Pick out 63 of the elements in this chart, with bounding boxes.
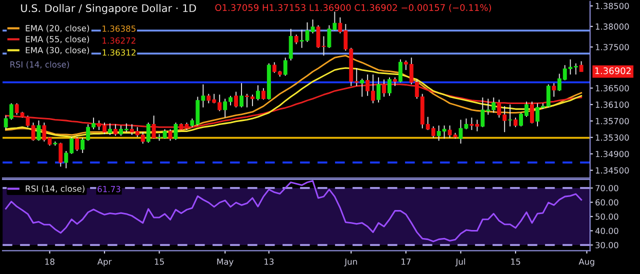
candlestick: [283, 57, 288, 76]
x-tick-label: Jul: [455, 258, 465, 266]
candlestick: [240, 82, 244, 108]
annotation: 1.36272: [102, 37, 136, 44]
candlestick: [36, 120, 41, 142]
y-tick-label: 1.38500: [596, 2, 629, 10]
annotation: 1.36385: [102, 25, 136, 32]
candlestick: [168, 128, 172, 142]
candlestick: [508, 104, 512, 127]
x-tick-label: Apr: [97, 258, 112, 266]
candlestick: [152, 115, 156, 140]
chart-subtitle: O1.37059 H1.37153 L1.36900 C1.36902 −0.00157 (−0.11%): [215, 4, 491, 12]
candlestick: [579, 60, 584, 72]
y-tick-label: 1.37500: [596, 44, 629, 50]
candlestick: [552, 82, 556, 98]
candlestick: [58, 142, 63, 168]
annotation: 1.36312: [102, 49, 136, 56]
candlestick: [261, 88, 266, 100]
y-tick-label: 60.00: [596, 199, 618, 206]
candlestick: [360, 78, 364, 98]
legend-label: EMA (30, close): [26, 46, 90, 54]
y-tick-label: 40.00: [595, 228, 618, 234]
candlestick: [108, 122, 112, 136]
chart-title: U.S. Dollar / Singapore Dollar · 1D: [21, 4, 196, 14]
annotation: 61.73: [98, 186, 120, 192]
candlestick: [514, 117, 518, 128]
line-series: [5, 180, 582, 242]
candlestick: [294, 34, 298, 45]
y-tick-label: 1.38000: [596, 23, 629, 30]
candlestick: [75, 136, 80, 152]
y-tick-label: 1.34900: [596, 150, 629, 158]
legend-label: EMA (55, close): [26, 36, 90, 44]
x-tick-label: Jun: [344, 258, 357, 266]
y-tick-label: 50.00: [596, 213, 618, 220]
y-tick-label: 1.36500: [596, 85, 629, 92]
candlestick: [174, 122, 178, 140]
annotation: 1.36902: [595, 67, 631, 74]
y-tick-label: 1.36100: [596, 102, 629, 108]
candlestick: [382, 78, 386, 98]
candlestick: [146, 122, 150, 144]
y-tick-label: 1.34500: [596, 167, 629, 174]
x-tick-label: Aug: [578, 258, 594, 266]
candlestick: [234, 91, 238, 108]
candlestick: [398, 58, 402, 83]
y-tick-label: 70.00: [596, 185, 618, 192]
candlestick: [256, 84, 260, 101]
annotation: RSI (14, close): [10, 61, 69, 69]
y-tick-label: 1.35700: [596, 118, 629, 124]
x-tick-label: 13: [264, 258, 274, 265]
x-tick-label: May: [217, 258, 234, 266]
candlestick: [388, 76, 392, 96]
legend-label: RSI (14, close): [26, 185, 84, 193]
y-tick-label: 30.00: [596, 242, 618, 248]
candlestick: [376, 76, 381, 103]
candlestick: [530, 101, 534, 124]
legend-label: EMA (20, close): [26, 24, 90, 32]
candlestick: [288, 28, 293, 62]
x-tick-label: 15: [154, 258, 164, 265]
x-tick-label: 17: [402, 258, 411, 265]
y-tick-label: 1.35300: [596, 134, 629, 141]
x-tick-label: 15: [511, 258, 520, 265]
x-tick-label: 18: [45, 258, 54, 265]
candlestick: [113, 124, 118, 136]
